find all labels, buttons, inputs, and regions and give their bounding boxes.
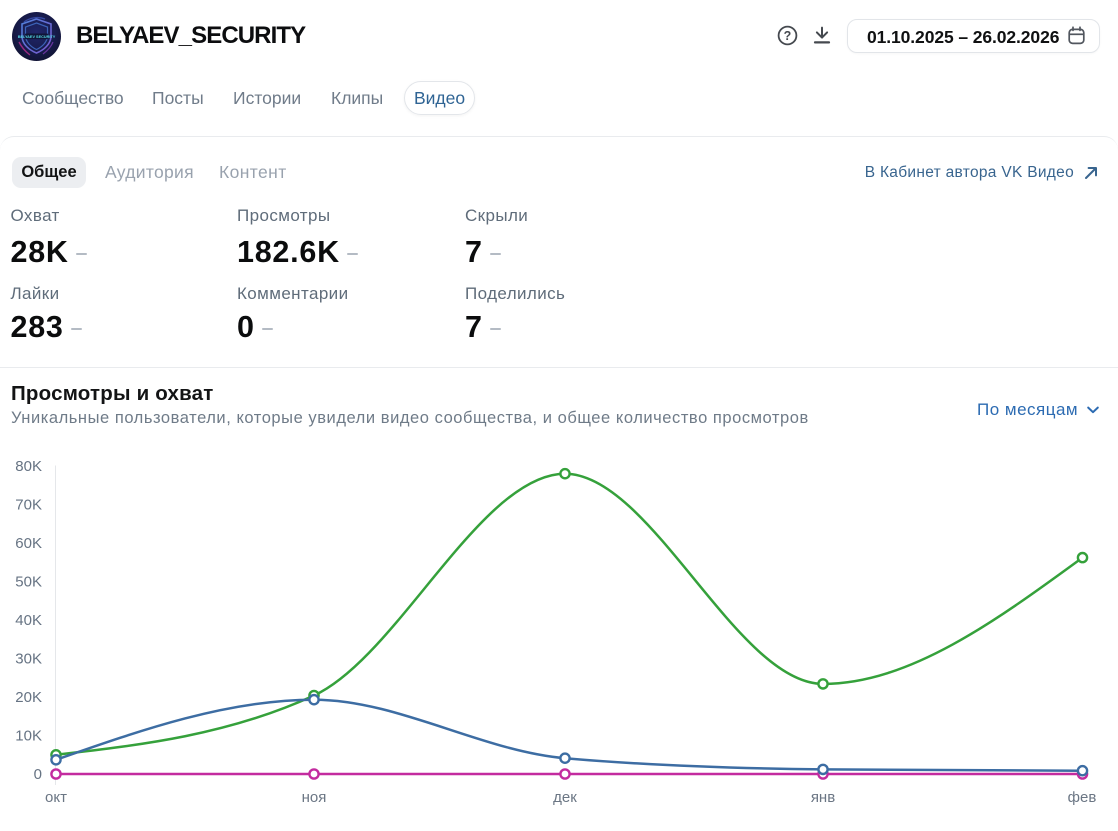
svg-text:70K: 70K [15, 497, 42, 514]
svg-text:ноя: ноя [302, 789, 327, 806]
svg-text:фев: фев [1068, 789, 1097, 806]
svg-text:20K: 20K [15, 689, 42, 706]
svg-text:янв: янв [811, 789, 835, 806]
svg-text:окт: окт [45, 789, 67, 806]
svg-text:0: 0 [34, 766, 42, 783]
svg-text:10K: 10K [15, 728, 42, 745]
svg-text:?: ? [784, 28, 792, 42]
svg-text:BELYAEV SECURITY: BELYAEV SECURITY [18, 35, 56, 39]
svg-text:40K: 40K [15, 612, 42, 629]
svg-text:30K: 30K [15, 651, 42, 668]
svg-text:80K: 80K [15, 458, 42, 475]
svg-text:дек: дек [553, 789, 577, 806]
svg-text:50K: 50K [15, 574, 42, 591]
svg-text:60K: 60K [15, 535, 42, 552]
